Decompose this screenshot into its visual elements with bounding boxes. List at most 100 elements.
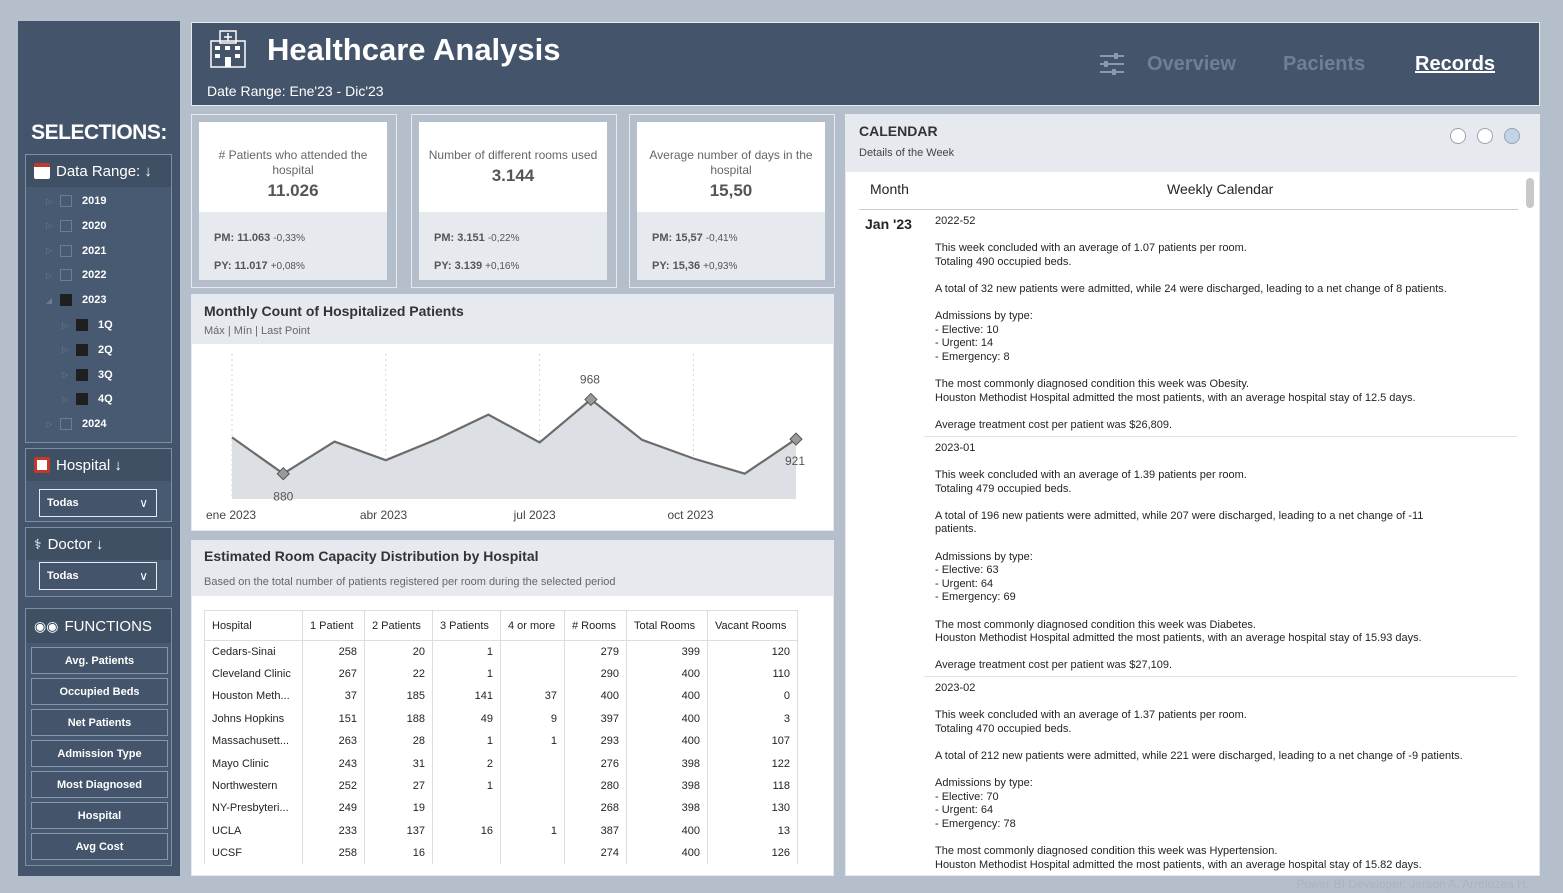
function-button[interactable]: Most Diagnosed: [31, 771, 168, 798]
doctor-filter-label: Doctor ↓: [47, 535, 104, 553]
function-button[interactable]: Avg. Patients: [31, 647, 168, 674]
table-cell: UCSF: [204, 842, 303, 865]
table-header-cell[interactable]: Hospital: [204, 610, 303, 641]
expand-caret-icon[interactable]: ◢: [46, 295, 53, 305]
function-button[interactable]: Avg Cost: [31, 833, 168, 860]
date-range-panel: Data Range: ↓ ▷ 2019 ▷ 2020 ▷ 2021 ▷ 2022 ◢ 2023 ▷…: [25, 154, 172, 443]
sidebar: SELECTIONS: Data Range: ↓ ▷ 2019 ▷ 2020 ▷ 202…: [18, 21, 180, 876]
table-cell: 1: [500, 730, 565, 753]
week-line: Houston Methodist Hospital admitted the …: [935, 858, 1422, 871]
kpi-py: PY: 11.017 +0,08%: [214, 260, 305, 272]
page-dot-1[interactable]: [1450, 128, 1466, 144]
date-tree-item[interactable]: ▷ 1Q: [62, 316, 113, 334]
nav-pacients[interactable]: Pacients: [1283, 53, 1366, 75]
checkbox[interactable]: [60, 244, 72, 257]
checkbox[interactable]: [76, 393, 88, 406]
capacity-subtitle: Based on the total number of patients re…: [204, 576, 616, 588]
table-row[interactable]: Northwestern 252 27 1 280 398 118: [204, 774, 798, 798]
table-cell: [500, 640, 565, 663]
date-tree-label: 2022: [82, 269, 107, 282]
date-tree-item[interactable]: ▷ 2021: [46, 242, 106, 260]
week-line: patients.: [935, 523, 977, 536]
date-tree-item[interactable]: ▷ 2Q: [62, 341, 113, 359]
filter-sliders-icon[interactable]: [1098, 52, 1126, 76]
table-row[interactable]: Cleveland Clinic 267 22 1 290 400 110: [204, 662, 798, 686]
expand-caret-icon[interactable]: ▷: [62, 320, 69, 330]
table-cell: 28: [364, 730, 433, 753]
table-header-cell[interactable]: 2 Patients: [364, 610, 433, 641]
week-id: 2023-02: [935, 682, 976, 694]
table-header-cell[interactable]: Vacant Rooms: [707, 610, 798, 641]
expand-caret-icon[interactable]: ▷: [62, 345, 69, 355]
expand-caret-icon[interactable]: ▷: [46, 221, 53, 231]
checkbox[interactable]: [60, 195, 72, 207]
week-line: Totaling 479 occupied beds.: [935, 482, 1072, 495]
chart-marker[interactable]: [584, 392, 598, 407]
checkbox[interactable]: [76, 368, 88, 381]
date-tree-item[interactable]: ▷ 2024: [46, 415, 106, 433]
week-line: This week concluded with an average of 1…: [935, 469, 1247, 481]
expand-caret-icon[interactable]: ▷: [62, 394, 69, 404]
page-dot-2[interactable]: [1477, 128, 1493, 144]
function-button[interactable]: Net Patients: [31, 709, 168, 736]
hospital-dropdown[interactable]: Todas ∨: [39, 489, 157, 517]
table-header-cell[interactable]: 3 Patients: [432, 610, 501, 641]
table-cell: 2: [432, 752, 501, 775]
expand-caret-icon[interactable]: ▷: [62, 370, 69, 380]
function-button[interactable]: Hospital: [31, 802, 168, 829]
table-cell: Northwestern: [204, 774, 303, 798]
nav-records[interactable]: Records: [1415, 53, 1496, 75]
page-dot-3[interactable]: [1504, 128, 1520, 144]
expand-caret-icon[interactable]: ▷: [46, 419, 53, 429]
function-button[interactable]: Admission Type: [31, 740, 168, 767]
date-tree-item[interactable]: ▷ 2020: [46, 217, 106, 235]
table-cell: [500, 774, 565, 798]
checkbox[interactable]: [60, 219, 72, 232]
table-row[interactable]: Mayo Clinic 243 31 2 276 398 122: [204, 752, 798, 775]
table-row[interactable]: UCLA 233 137 16 1 387 400 13: [204, 819, 798, 843]
date-tree-item[interactable]: ▷ 2022: [46, 266, 106, 284]
week-separator: [924, 676, 1517, 677]
doctor-dropdown[interactable]: Todas ∨: [39, 562, 157, 590]
week-line: [935, 537, 1525, 551]
week-line: A total of 32 new patients were admitted…: [935, 282, 1447, 295]
checkbox[interactable]: [60, 418, 72, 431]
week-id: 2023-01: [935, 442, 976, 454]
table-cell: 400: [564, 685, 627, 708]
kpi-pm: PM: 15,57 -0,41%: [652, 232, 738, 244]
table-header-cell[interactable]: # Rooms: [564, 610, 627, 641]
expand-caret-icon[interactable]: ▷: [46, 246, 53, 256]
checkbox[interactable]: [76, 343, 88, 356]
date-tree-item[interactable]: ◢ 2023: [46, 291, 106, 309]
table-cell: 16: [432, 819, 501, 843]
date-tree-item[interactable]: ▷ 2019: [46, 192, 106, 210]
expand-caret-icon[interactable]: ▷: [46, 196, 53, 206]
table-cell: 387: [564, 819, 627, 843]
date-tree-item[interactable]: ▷ 4Q: [62, 390, 113, 408]
table-header-cell[interactable]: 4 or more: [500, 610, 565, 641]
expand-caret-icon[interactable]: ▷: [46, 270, 53, 280]
nav-overview[interactable]: Overview: [1147, 53, 1236, 75]
table-cell: 398: [626, 752, 708, 775]
table-header-cell[interactable]: Total Rooms: [626, 610, 708, 641]
chart-marker[interactable]: [276, 466, 290, 481]
calendar-scrollbar[interactable]: [1526, 178, 1534, 208]
date-range-header[interactable]: Data Range: ↓: [26, 155, 171, 187]
checkbox[interactable]: [76, 319, 88, 331]
table-cell: 1: [432, 774, 501, 798]
table-header-cell[interactable]: 1 Patient: [302, 610, 365, 641]
table-cell: [432, 842, 501, 865]
table-row[interactable]: Massachusett... 263 28 1 1 293 400 107: [204, 730, 798, 753]
table-row[interactable]: Houston Meth... 37 185 141 37 400 400 0: [204, 685, 798, 708]
calendar-col-week: Weekly Calendar: [1167, 181, 1274, 197]
checkbox[interactable]: [60, 269, 72, 282]
date-tree-item[interactable]: ▷ 3Q: [62, 366, 113, 384]
function-button[interactable]: Occupied Beds: [31, 678, 168, 705]
table-row[interactable]: Cedars-Sinai 258 20 1 279 399 120: [204, 640, 798, 663]
capacity-header: Estimated Room Capacity Distribution by …: [192, 541, 833, 596]
chart-marker[interactable]: [789, 432, 803, 446]
table-row[interactable]: NY-Presbyteri... 249 19 268 398 130: [204, 797, 798, 820]
checkbox[interactable]: [60, 294, 72, 307]
table-row[interactable]: UCSF 258 16 274 400 126: [204, 842, 798, 865]
table-row[interactable]: Johns Hopkins 151 188 49 9 397 400 3: [204, 707, 798, 731]
